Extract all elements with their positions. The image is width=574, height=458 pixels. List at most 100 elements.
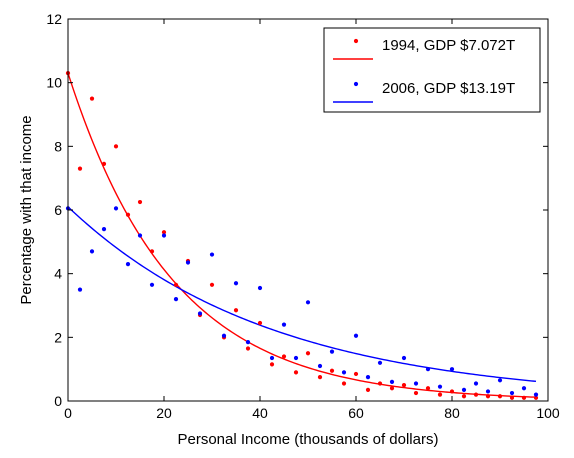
- data-point-series-0: [341, 381, 347, 386]
- data-point-series-0: [281, 354, 287, 359]
- data-point-series-0: [113, 144, 119, 149]
- data-point-series-1: [521, 386, 527, 391]
- fit-curve-series-1: [67, 206, 537, 383]
- legend-box: [323, 27, 541, 113]
- data-point-series-1: [125, 262, 131, 267]
- data-point-series-1: [533, 392, 539, 397]
- data-point-series-1: [509, 390, 515, 396]
- data-point-series-1: [269, 355, 275, 361]
- data-point-series-1: [305, 300, 311, 305]
- data-point-series-0: [389, 386, 395, 391]
- data-point-series-1: [281, 322, 287, 327]
- data-point-series-1: [113, 206, 119, 211]
- x-tick-label: 40: [252, 405, 268, 421]
- data-point-series-0: [473, 392, 479, 397]
- legend-marker: [353, 38, 359, 44]
- data-point-series-1: [185, 260, 191, 265]
- data-point-series-1: [377, 360, 383, 365]
- y-tick-label: 12: [46, 11, 62, 27]
- legend-marker: [353, 81, 359, 87]
- y-tick-label: 8: [54, 138, 62, 154]
- data-point-series-0: [137, 199, 143, 205]
- data-point-series-0: [437, 392, 443, 397]
- x-tick-label: 100: [536, 405, 560, 421]
- data-point-series-0: [401, 382, 407, 388]
- x-axis-label: Personal Income (thousands of dollars): [178, 431, 439, 448]
- data-point-series-1: [497, 378, 503, 383]
- data-point-series-0: [209, 282, 215, 287]
- data-point-series-0: [149, 249, 155, 254]
- data-point-series-0: [509, 395, 515, 400]
- x-tick-label: 0: [64, 405, 72, 421]
- y-tick-label: 4: [54, 266, 62, 282]
- data-point-series-0: [533, 395, 539, 400]
- data-point-series-0: [245, 346, 251, 351]
- data-point-series-1: [413, 381, 419, 386]
- data-point-series-0: [269, 362, 275, 367]
- data-point-series-1: [257, 285, 263, 291]
- data-points: [65, 71, 539, 400]
- data-point-series-1: [137, 233, 143, 238]
- y-tick-label: 2: [54, 329, 62, 345]
- data-point-series-1: [341, 370, 347, 375]
- data-point-series-1: [197, 311, 203, 316]
- data-point-series-1: [353, 333, 359, 338]
- data-point-series-0: [257, 320, 263, 326]
- data-point-series-1: [77, 287, 83, 292]
- data-point-series-1: [449, 367, 455, 372]
- data-point-series-1: [233, 281, 239, 286]
- data-point-series-1: [473, 381, 479, 386]
- data-point-series-0: [461, 394, 467, 399]
- y-tick-label: 0: [54, 393, 62, 409]
- data-point-series-0: [377, 381, 383, 386]
- data-point-series-1: [149, 282, 155, 287]
- data-point-series-1: [401, 355, 407, 361]
- data-point-series-1: [89, 249, 95, 254]
- data-point-series-1: [317, 363, 323, 369]
- data-point-series-1: [425, 367, 431, 372]
- data-point-series-0: [161, 230, 167, 235]
- data-point-series-1: [245, 340, 251, 345]
- data-point-series-1: [221, 333, 227, 338]
- legend-label: 1994, GDP $7.072T: [382, 37, 515, 54]
- data-point-series-0: [449, 389, 455, 394]
- data-point-series-1: [161, 233, 167, 238]
- data-point-series-0: [125, 212, 131, 217]
- data-point-series-1: [437, 384, 443, 389]
- data-point-series-0: [497, 394, 503, 399]
- data-point-series-0: [425, 386, 431, 391]
- y-tick-label: 6: [54, 202, 62, 218]
- data-point-series-1: [329, 349, 335, 354]
- data-point-series-1: [293, 355, 299, 361]
- data-point-series-1: [173, 297, 179, 302]
- data-point-series-0: [365, 387, 371, 392]
- data-point-series-1: [365, 375, 371, 380]
- data-point-series-0: [353, 371, 359, 377]
- data-point-series-0: [413, 390, 419, 396]
- data-point-series-0: [233, 308, 239, 313]
- data-point-series-0: [317, 375, 323, 380]
- data-point-series-1: [461, 387, 467, 392]
- data-point-series-0: [77, 166, 83, 171]
- legend-label: 2006, GDP $13.19T: [382, 80, 515, 97]
- x-tick-label: 60: [348, 405, 364, 421]
- y-axis-label: Percentage with that income: [18, 115, 35, 304]
- data-point-series-0: [89, 96, 95, 101]
- data-point-series-0: [101, 161, 107, 166]
- data-point-series-1: [485, 389, 491, 394]
- axis-ticks: 0 20 40 60 80 100 0 2 4 6 8 10 12: [46, 11, 559, 421]
- y-tick-label: 10: [46, 75, 62, 91]
- data-point-series-0: [293, 370, 299, 375]
- data-point-series-1: [389, 379, 395, 384]
- fit-curves: [67, 72, 537, 398]
- x-tick-label: 20: [156, 405, 172, 421]
- data-point-series-0: [521, 395, 527, 400]
- data-point-series-1: [209, 252, 215, 257]
- x-tick-label: 80: [444, 405, 460, 421]
- legend: 1994, GDP $7.072T 2006, GDP $13.19T: [323, 27, 541, 113]
- data-point-series-1: [101, 227, 107, 232]
- data-point-series-0: [329, 368, 335, 373]
- data-point-series-0: [485, 394, 491, 399]
- data-point-series-0: [305, 351, 311, 356]
